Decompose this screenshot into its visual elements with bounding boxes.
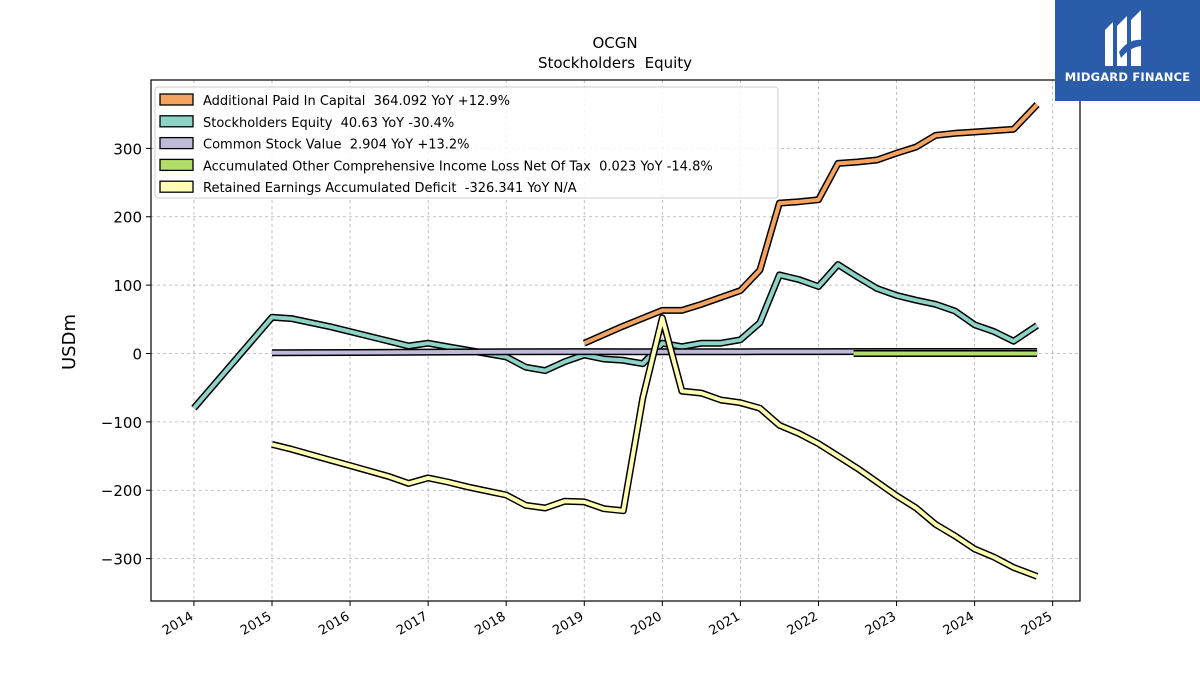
legend-swatch <box>159 180 194 193</box>
legend-swatch <box>159 136 194 150</box>
y-tick-label: 300 <box>113 140 142 158</box>
x-tick-label: 2025 <box>1019 609 1055 639</box>
chart-title: OCGN <box>592 34 637 52</box>
y-axis-label: USDm <box>59 314 80 370</box>
chart-subtitle: Stockholders Equity <box>538 54 692 72</box>
legend: Additional Paid In Capital 364.092 YoY +… <box>154 86 779 199</box>
brand-mark-icon <box>1105 10 1143 66</box>
legend-swatch <box>159 93 194 106</box>
ticks: 2014 2015 2016 2017 2018 2019 2020 2021 2022 2023… <box>101 140 1055 638</box>
legend-entry: Accumulated Other Comprehensive Income L… <box>203 159 713 174</box>
y-tick-label: 100 <box>113 277 142 295</box>
x-tick-label: 2014 <box>160 609 196 639</box>
y-tick-label: −100 <box>101 414 142 432</box>
x-tick-label: 2020 <box>629 609 665 639</box>
brand-logo: MIDGARD FINANCE <box>1055 0 1200 101</box>
legend-swatch <box>159 115 194 128</box>
x-tick-label: 2022 <box>785 609 821 639</box>
x-tick-label: 2021 <box>707 609 743 639</box>
x-tick-label: 2018 <box>472 609 508 639</box>
plot-frame <box>150 79 1081 602</box>
legend-entry: Additional Paid In Capital 364.092 YoY +… <box>203 94 510 109</box>
series-outline <box>191 261 1040 411</box>
legend-swatch <box>159 158 194 172</box>
x-tick-label: 2017 <box>394 609 430 639</box>
series-line <box>271 315 1038 579</box>
legend-box <box>154 86 779 199</box>
y-tick-label: 200 <box>113 209 142 227</box>
legend-entry: Common Stock Value 2.904 YoY +13.2% <box>203 138 470 153</box>
x-tick-label: 2019 <box>550 609 586 639</box>
x-tick-label: 2016 <box>316 609 352 639</box>
legend-entry: Retained Earnings Accumulated Deficit -3… <box>203 181 577 196</box>
y-tick-label: −300 <box>101 551 142 569</box>
y-tick-label: −200 <box>101 482 142 500</box>
brand-name: MIDGARD FINANCE <box>1064 70 1191 84</box>
y-tick-label: 0 <box>132 345 142 363</box>
x-tick-label: 2024 <box>941 609 977 639</box>
series-line <box>192 262 1039 410</box>
series-layer <box>191 102 1040 580</box>
x-tick-label: 2015 <box>238 609 274 639</box>
legend-entry: Stockholders Equity 40.63 YoY -30.4% <box>203 116 454 131</box>
series-line <box>583 103 1039 346</box>
x-tick-label: 2023 <box>863 609 899 639</box>
